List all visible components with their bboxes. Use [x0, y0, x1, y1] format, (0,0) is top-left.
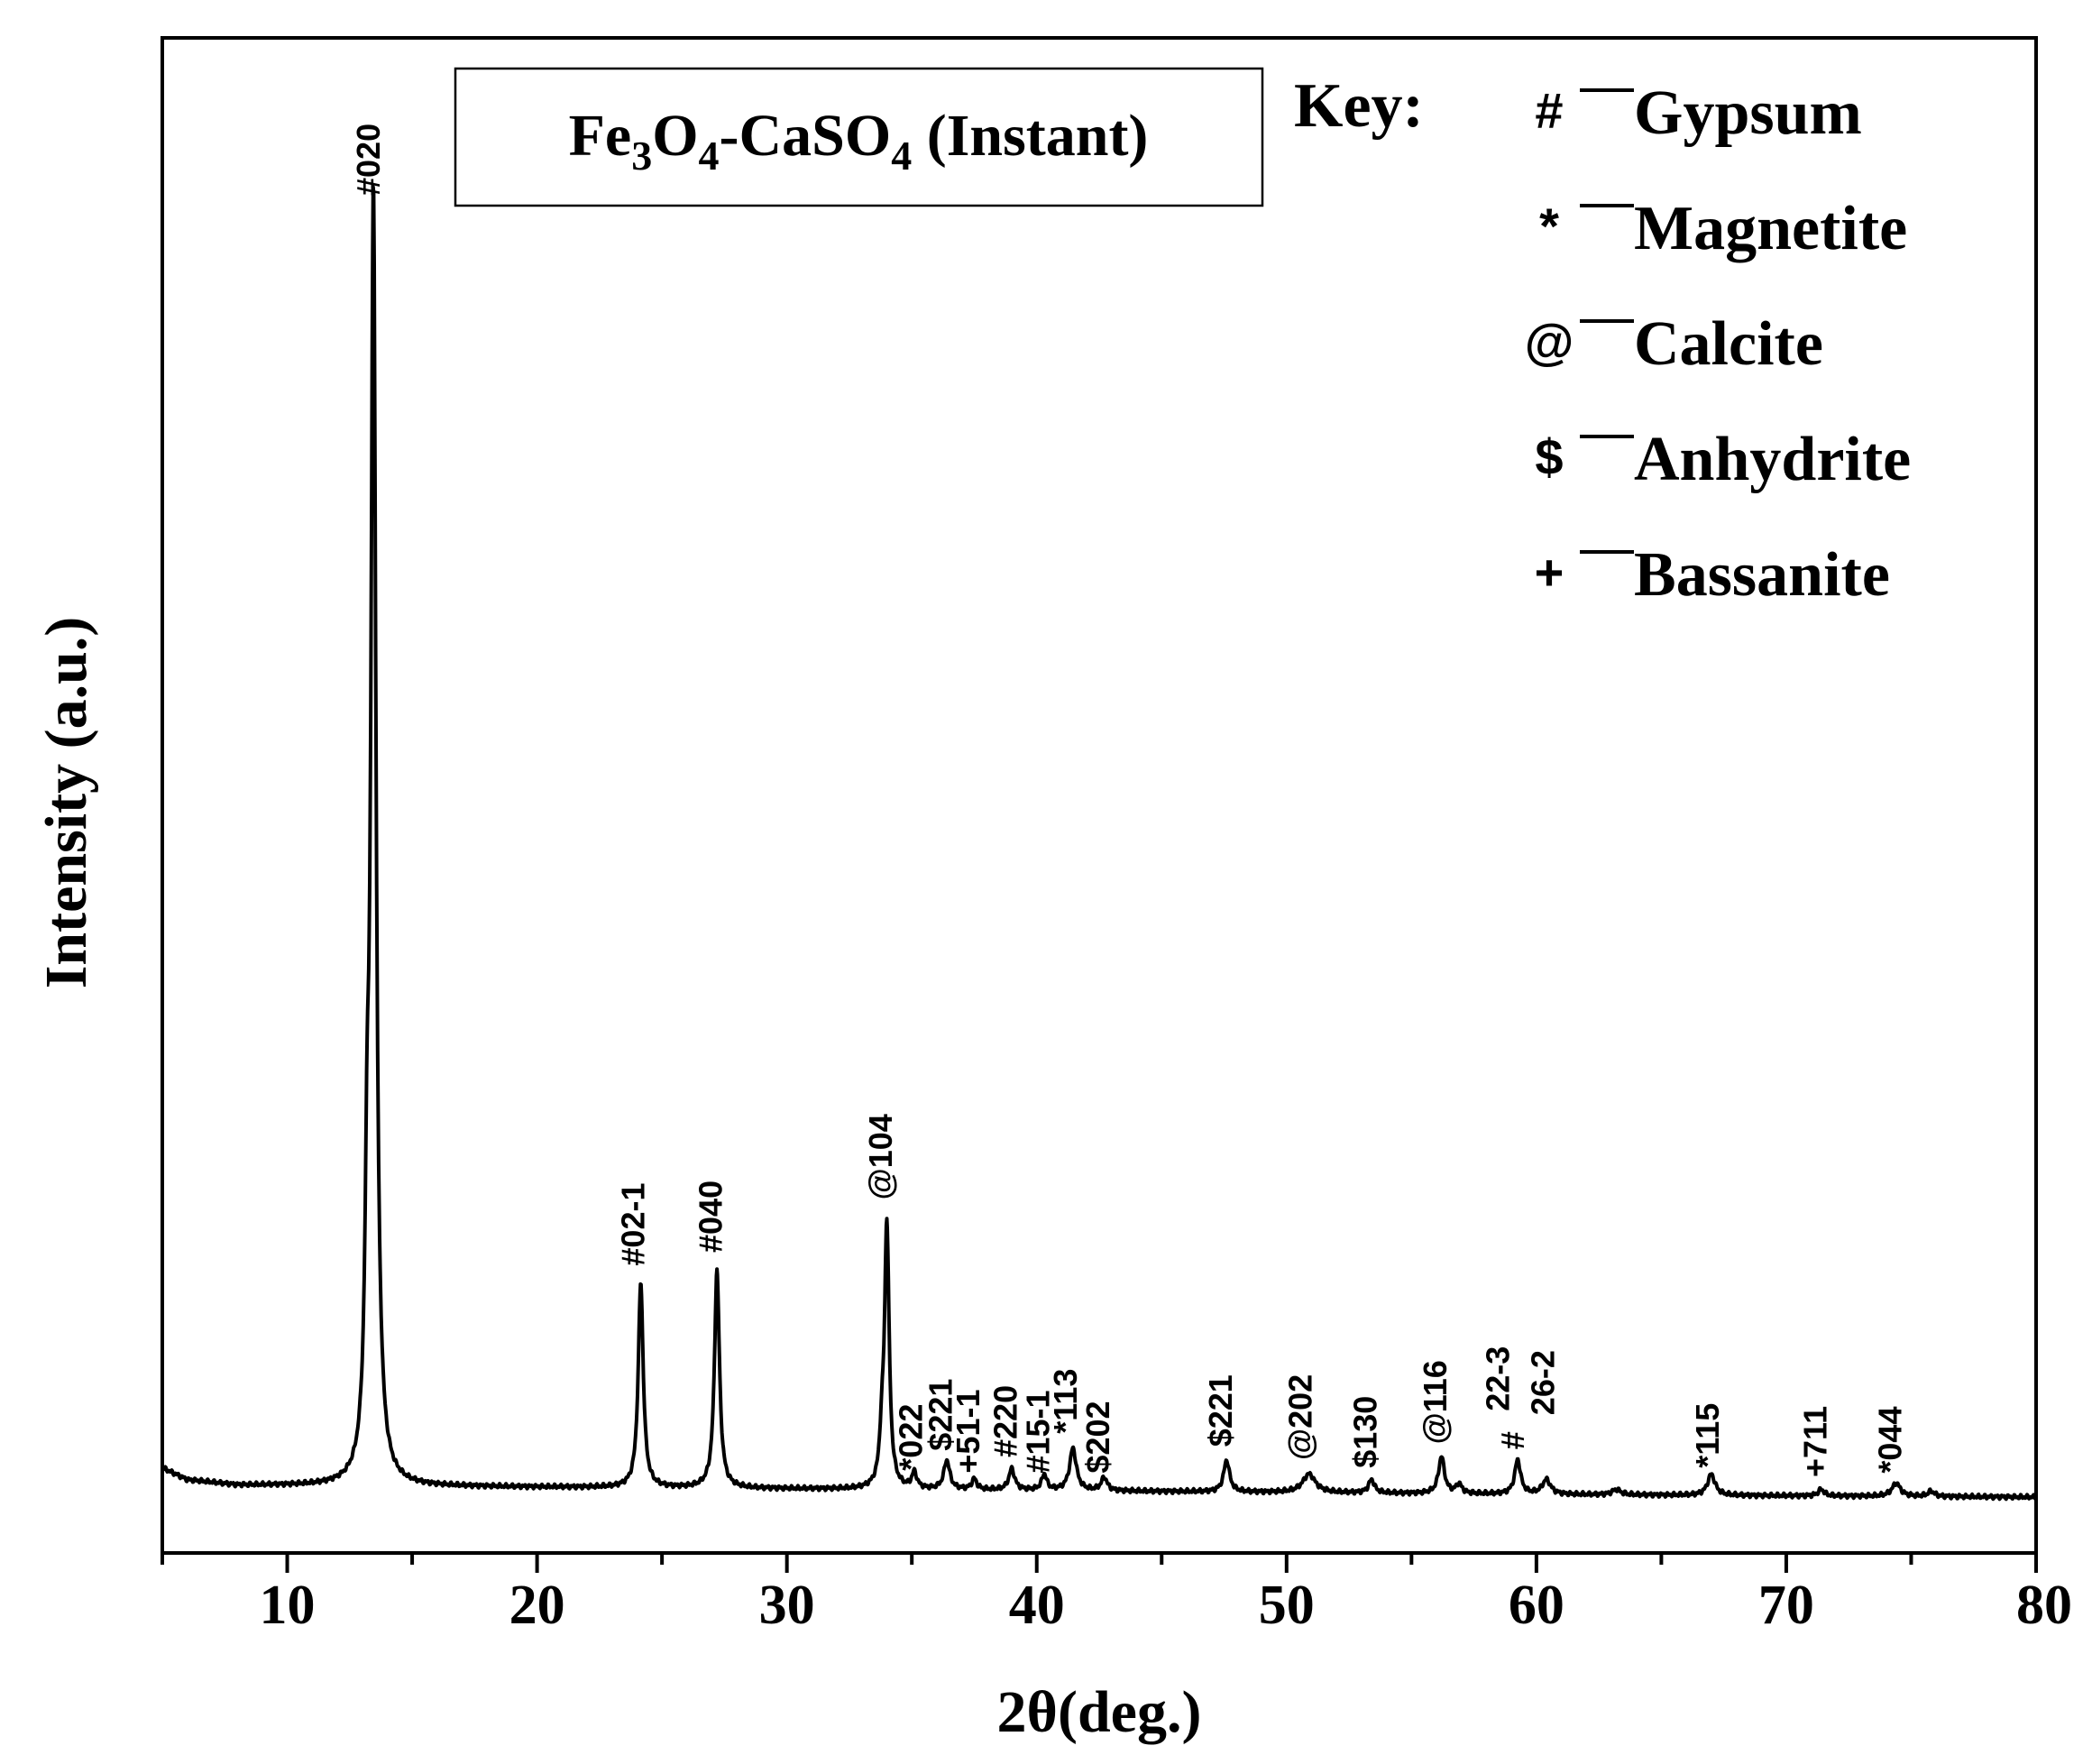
- x-tick-label: 10: [260, 1575, 316, 1636]
- legend-label: Bassanite: [1634, 540, 1890, 610]
- x-tick-label: 20: [509, 1575, 565, 1636]
- plot-frame: [161, 36, 2038, 1555]
- peak-label: @104: [862, 1114, 899, 1199]
- peak-label: $221: [922, 1379, 959, 1451]
- xrd-pattern-line: [161, 185, 2038, 1502]
- peak-label: #: [1494, 1431, 1531, 1449]
- peak-label: 26-2: [1524, 1350, 1561, 1415]
- y-axis-title: Intensity (a.u.): [33, 617, 99, 989]
- legend-title: Key:: [1294, 71, 1424, 141]
- x-axis: 10 20 30 40 50 60 70 80: [161, 1553, 2072, 1636]
- x-tick-label: 40: [1009, 1575, 1065, 1636]
- peak-label: +51-1: [950, 1390, 986, 1474]
- peak-label: *022: [892, 1404, 929, 1471]
- peak-label: @202: [1282, 1374, 1319, 1460]
- peak-labels: #020#02-1 #040@104*022$221+51-1 #220#15-1*…: [350, 124, 1908, 1477]
- legend-entry: * Magnetite: [1539, 194, 1907, 263]
- legend-entry: @ Calcite: [1525, 309, 1823, 379]
- peak-label: #02-1: [615, 1183, 652, 1266]
- x-tick-label: 30: [759, 1575, 815, 1636]
- peak-label: $202: [1079, 1401, 1116, 1474]
- peak-label: *044: [1871, 1407, 1908, 1474]
- sample-title: Fe3O4-CaSO4 (Instant): [569, 103, 1149, 179]
- x-tick-label: 60: [1509, 1575, 1564, 1636]
- peak-label: 22-3: [1479, 1346, 1516, 1411]
- peak-label: #220: [987, 1385, 1024, 1457]
- legend-symbol: *: [1539, 198, 1559, 254]
- legend-symbol: #: [1535, 82, 1563, 139]
- x-tick-label: 80: [2016, 1575, 2072, 1636]
- peak-label: #15-1: [1020, 1391, 1057, 1474]
- legend-entry: # Gypsum: [1535, 78, 1861, 148]
- legend-symbol: @: [1525, 313, 1574, 370]
- peak-label: +711: [1796, 1406, 1833, 1477]
- peak-label: *113: [1047, 1369, 1084, 1434]
- peak-label: $221: [1202, 1374, 1239, 1447]
- legend-entry: $ Anhydrite: [1535, 425, 1911, 494]
- x-axis-title: 2θ(deg.): [997, 1679, 1202, 1745]
- peak-label: $130: [1347, 1396, 1384, 1468]
- peak-label: *115: [1689, 1403, 1726, 1468]
- legend: # Gypsum * Magnetite @ Calcite $ Anhydrite + Bass…: [1525, 78, 1912, 610]
- x-tick-label: 70: [1758, 1575, 1814, 1636]
- peak-label: #020: [350, 124, 387, 196]
- x-tick-label: 50: [1259, 1575, 1315, 1636]
- peak-label: #040: [693, 1181, 729, 1253]
- peak-label: @116: [1417, 1360, 1454, 1444]
- sample-title-box: [454, 67, 1264, 207]
- legend-symbol: +: [1535, 544, 1564, 601]
- legend-label: Anhydrite: [1634, 425, 1911, 494]
- legend-label: Calcite: [1634, 309, 1823, 379]
- legend-symbol: $: [1535, 428, 1563, 485]
- legend-entry: + Bassanite: [1535, 540, 1890, 610]
- legend-label: Magnetite: [1634, 194, 1907, 263]
- legend-label: Gypsum: [1634, 78, 1862, 148]
